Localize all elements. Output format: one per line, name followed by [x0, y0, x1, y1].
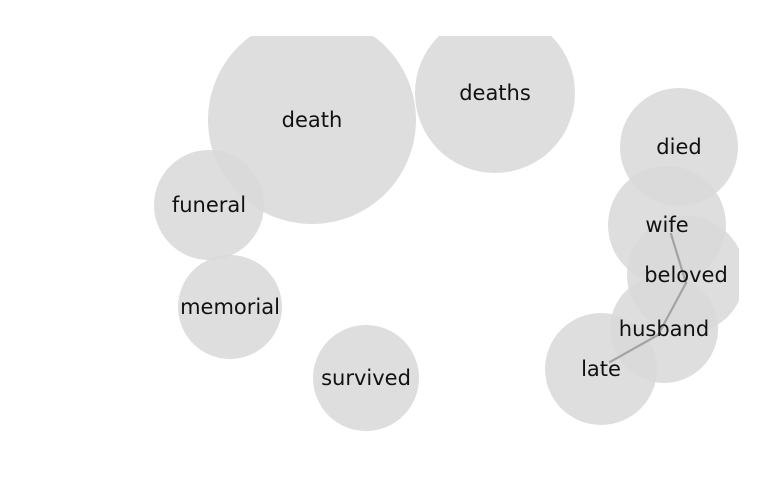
bubble-funeral — [154, 150, 264, 260]
label-husband: husband — [619, 317, 709, 341]
label-beloved: beloved — [644, 263, 728, 287]
label-died: died — [656, 135, 701, 159]
link-husband-late — [608, 333, 660, 364]
bubble-late — [545, 313, 657, 425]
bubble-plot-area: death deaths died funeral wife beloved memoria… — [154, 36, 739, 431]
bubble-survived — [313, 325, 419, 431]
label-death: death — [282, 108, 343, 132]
label-late: late — [581, 357, 621, 381]
link-beloved-husband — [656, 281, 688, 337]
link-wife-beloved — [669, 232, 688, 285]
bubble-memorial — [178, 255, 282, 359]
bubble-deaths — [415, 36, 575, 173]
labels-layer: death deaths died funeral wife beloved memoria… — [172, 81, 728, 390]
label-funeral: funeral — [172, 193, 246, 217]
links-layer — [608, 232, 688, 364]
label-survived: survived — [321, 366, 411, 390]
bubbles-layer — [154, 36, 739, 431]
label-memorial: memorial — [180, 295, 280, 319]
bubble-death — [208, 36, 416, 224]
label-deaths: deaths — [459, 81, 531, 105]
label-wife: wife — [645, 213, 688, 237]
